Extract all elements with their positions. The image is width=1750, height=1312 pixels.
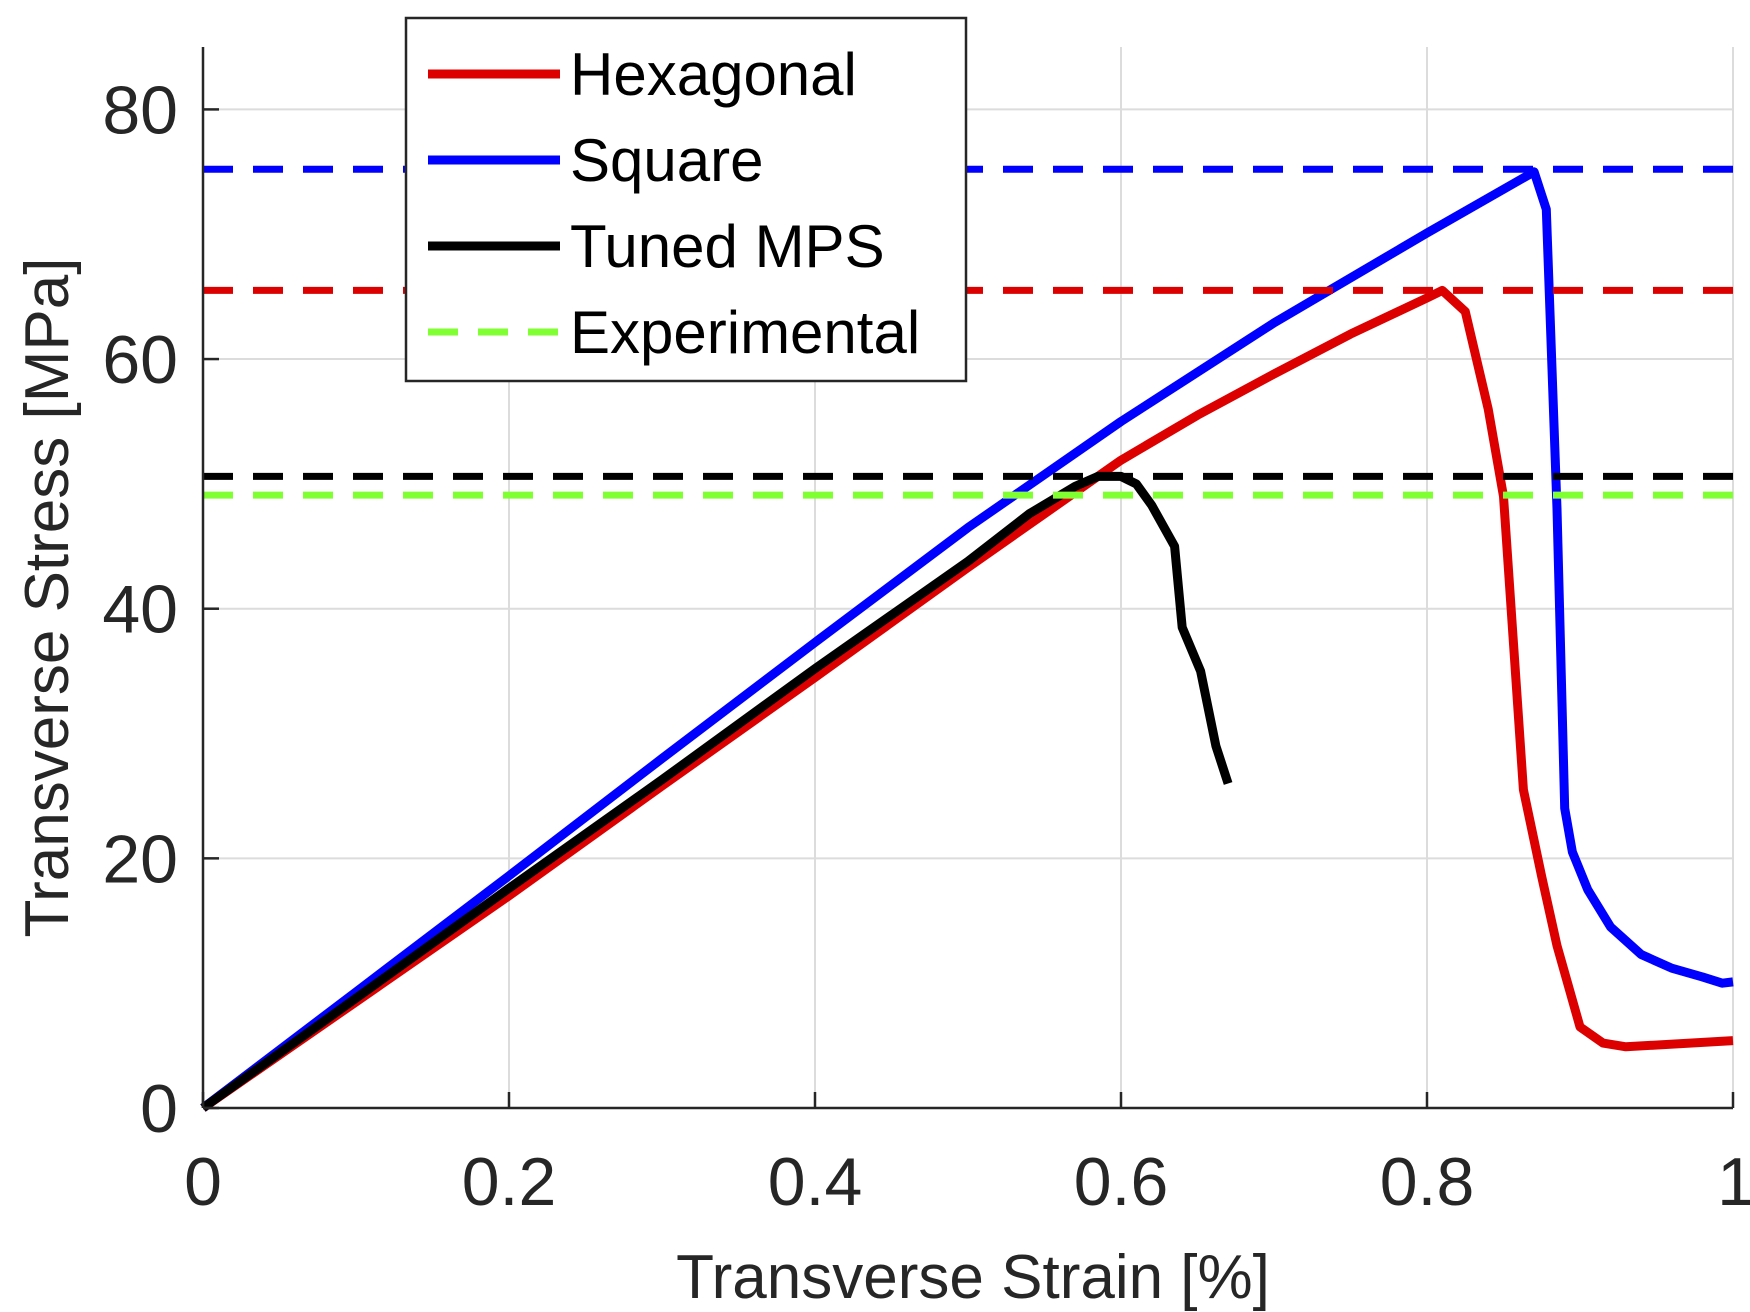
legend-label: Tuned MPS	[570, 213, 885, 280]
x-tick-label: 0.4	[768, 1144, 863, 1220]
y-tick-label: 0	[140, 1071, 178, 1147]
x-tick-label: 0.8	[1380, 1144, 1475, 1220]
y-axis-label: Transverse Stress [MPa]	[13, 258, 82, 938]
y-tick-label: 80	[102, 72, 178, 148]
axes	[201, 47, 1735, 1110]
tick-labels: 0 0.2 0.4 0.6 0.8 1 0 20 40 60 80	[102, 72, 1750, 1220]
x-axis-label: Transverse Strain [%]	[676, 1243, 1270, 1312]
x-tick-label: 1	[1717, 1144, 1750, 1220]
legend-label: Square	[570, 127, 763, 194]
x-tick-label: 0	[184, 1144, 222, 1220]
y-tick-label: 20	[102, 821, 178, 897]
legend: Hexagonal Square Tuned MPS Experimental	[404, 16, 968, 383]
legend-label: Experimental	[570, 299, 920, 366]
x-tick-label: 0.2	[462, 1144, 557, 1220]
series-line-square	[200, 167, 1734, 1112]
legend-label: Hexagonal	[570, 41, 857, 108]
y-tick-label: 60	[102, 322, 178, 398]
series-line-tuned-mps	[200, 471, 1233, 1112]
series-line-hexagonal	[200, 285, 1734, 1112]
y-tick-label: 40	[102, 572, 178, 648]
x-tick-label: 0.6	[1074, 1144, 1169, 1220]
